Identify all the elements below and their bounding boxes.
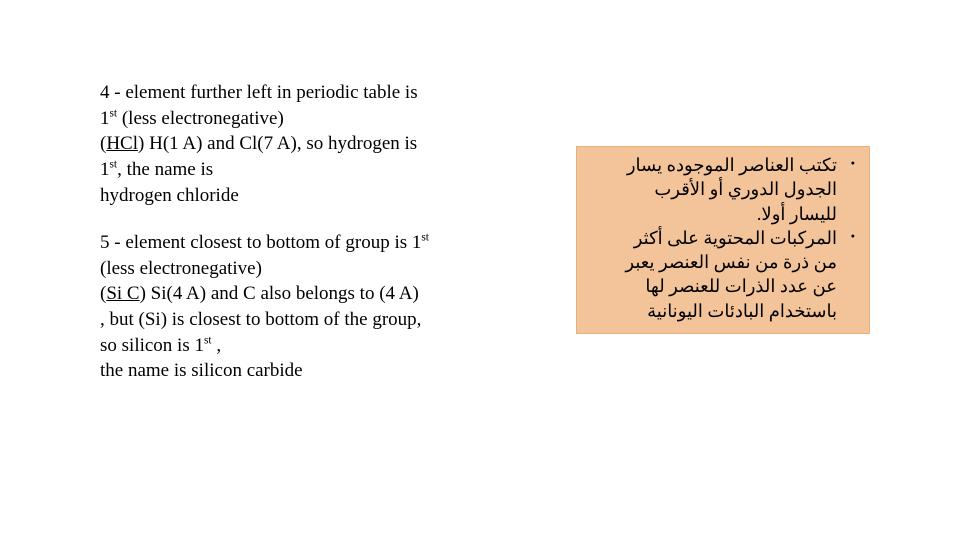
- rule4-1b-sup: st: [110, 107, 118, 119]
- ar-b2-l2: من ذرة من نفس العنصر يعبر: [625, 252, 837, 272]
- rule5-line3: (Si C) Si(4 A) and C also belongs to (4 …: [100, 281, 500, 307]
- rule4-l3-post: , the name is: [117, 159, 213, 180]
- left-column: 4 - element further left in periodic tab…: [100, 80, 500, 384]
- rule5-l5-pre: so silicon is 1: [100, 335, 204, 356]
- rule5-line2: (less electronegative): [100, 256, 500, 282]
- ar-b2-l1: المركبات المحتوية على أكثر: [634, 228, 837, 248]
- arabic-bullet-list: تكتب العناصر الموجوده يسار الجدول الدوري…: [585, 153, 855, 323]
- rule4-l3-sup: st: [110, 159, 118, 171]
- rule4-1b-post: (less electronegative): [117, 108, 284, 129]
- rule4-l2-u: HCl: [106, 133, 138, 154]
- rule5-line1: 5 - element closest to bottom of group i…: [100, 230, 500, 256]
- rule5-l5-sup: st: [204, 334, 212, 346]
- rule-4-block: 4 - element further left in periodic tab…: [100, 80, 500, 208]
- ar-b2-l3: عن عدد الذرات للعنصر لها: [645, 276, 837, 296]
- rule4-l3-pre: 1: [100, 159, 110, 180]
- slide-page: 4 - element further left in periodic tab…: [0, 0, 960, 540]
- ar-b1-l1: تكتب العناصر الموجوده يسار: [627, 155, 837, 175]
- rule4-line1: 4 - element further left in periodic tab…: [100, 80, 500, 106]
- rule5-l3-post: ) Si(4 A) and C also belongs to (4 A): [140, 283, 419, 304]
- arabic-bullet-1: تكتب العناصر الموجوده يسار الجدول الدوري…: [585, 153, 855, 226]
- rule4-line4: hydrogen chloride: [100, 183, 500, 209]
- rule4-line3: 1st, the name is: [100, 157, 500, 183]
- rule5-line6: the name is silicon carbide: [100, 358, 500, 384]
- ar-b2-l4: باستخدام البادئات اليونانية: [647, 301, 837, 321]
- rule-5-block: 5 - element closest to bottom of group i…: [100, 230, 500, 384]
- rule5-line4: , but (Si) is closest to bottom of the g…: [100, 307, 500, 333]
- rule5-l3-u: Si C: [106, 283, 139, 304]
- ar-b1-l3: لليسار أولا.: [757, 204, 837, 224]
- rule5-l1-pre: 5 - element closest to bottom of group i…: [100, 232, 421, 253]
- rule5-l5-post: ,: [212, 335, 222, 356]
- rule4-line2: (HCl) H(1 A) and Cl(7 A), so hydrogen is: [100, 131, 500, 157]
- rule4-l2-post: ) H(1 A) and Cl(7 A), so hydrogen is: [138, 133, 417, 154]
- rule5-l1-sup: st: [421, 232, 429, 244]
- arabic-bullet-2: المركبات المحتوية على أكثر من ذرة من نفس…: [585, 226, 855, 323]
- rule4-1b-pre: 1: [100, 108, 110, 129]
- arabic-note-box: تكتب العناصر الموجوده يسار الجدول الدوري…: [576, 146, 870, 334]
- rule5-line5: so silicon is 1st ,: [100, 333, 500, 359]
- rule4-line1b: 1st (less electronegative): [100, 106, 500, 132]
- ar-b1-l2: الجدول الدوري أو الأقرب: [654, 179, 837, 199]
